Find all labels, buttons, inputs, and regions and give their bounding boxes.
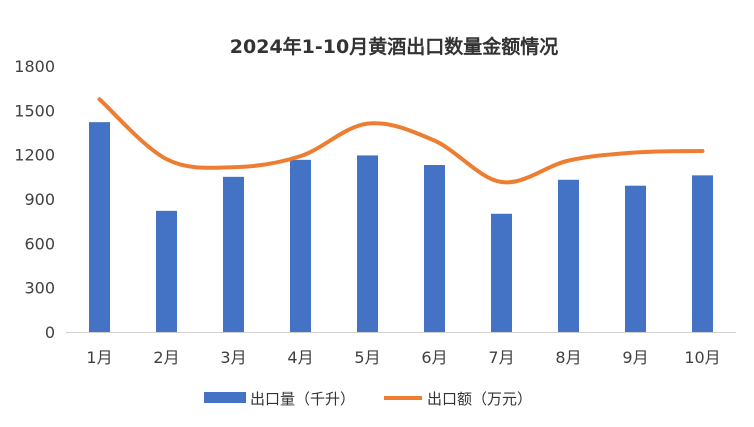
x-tick-label: 4月 bbox=[287, 348, 313, 367]
y-tick-label: 900 bbox=[24, 190, 55, 209]
x-tick-label: 7月 bbox=[488, 348, 514, 367]
legend-label-bar: 出口量（千升） bbox=[250, 390, 355, 408]
y-tick-label: 1800 bbox=[14, 57, 55, 76]
bar-series bbox=[89, 122, 713, 333]
bar bbox=[156, 210, 177, 332]
y-axis: 0 300 600 900 1200 1500 1800 bbox=[14, 57, 55, 342]
y-tick-label: 1500 bbox=[14, 101, 55, 120]
y-tick-label: 600 bbox=[24, 234, 55, 253]
legend: 出口量（千升） 出口额（万元） bbox=[204, 390, 532, 408]
bar bbox=[625, 185, 646, 332]
x-axis: 1月 2月 3月 4月 5月 6月 7月 8月 9月 10月 bbox=[86, 348, 720, 367]
chart-title: 2024年1-10月黄酒出口数量金额情况 bbox=[230, 35, 558, 58]
x-tick-label: 10月 bbox=[684, 348, 720, 367]
x-tick-label: 1月 bbox=[86, 348, 112, 367]
x-tick-label: 5月 bbox=[354, 348, 380, 367]
bar bbox=[290, 159, 311, 332]
legend-swatch-bar bbox=[204, 392, 246, 403]
y-tick-label: 300 bbox=[24, 279, 55, 298]
bar bbox=[558, 179, 579, 332]
x-tick-label: 9月 bbox=[622, 348, 648, 367]
y-tick-label: 1200 bbox=[14, 146, 55, 165]
x-tick-label: 6月 bbox=[421, 348, 447, 367]
bar bbox=[692, 175, 713, 332]
legend-label-line: 出口额（万元） bbox=[427, 390, 532, 408]
x-tick-label: 8月 bbox=[555, 348, 581, 367]
x-tick-label: 2月 bbox=[153, 348, 179, 367]
bar bbox=[357, 155, 378, 332]
x-tick-label: 3月 bbox=[220, 348, 246, 367]
bar bbox=[223, 176, 244, 332]
bar bbox=[89, 122, 110, 333]
line-series-出口额 bbox=[97, 97, 705, 185]
bar bbox=[424, 165, 445, 332]
bar bbox=[491, 213, 512, 332]
y-tick-label: 0 bbox=[45, 323, 55, 342]
